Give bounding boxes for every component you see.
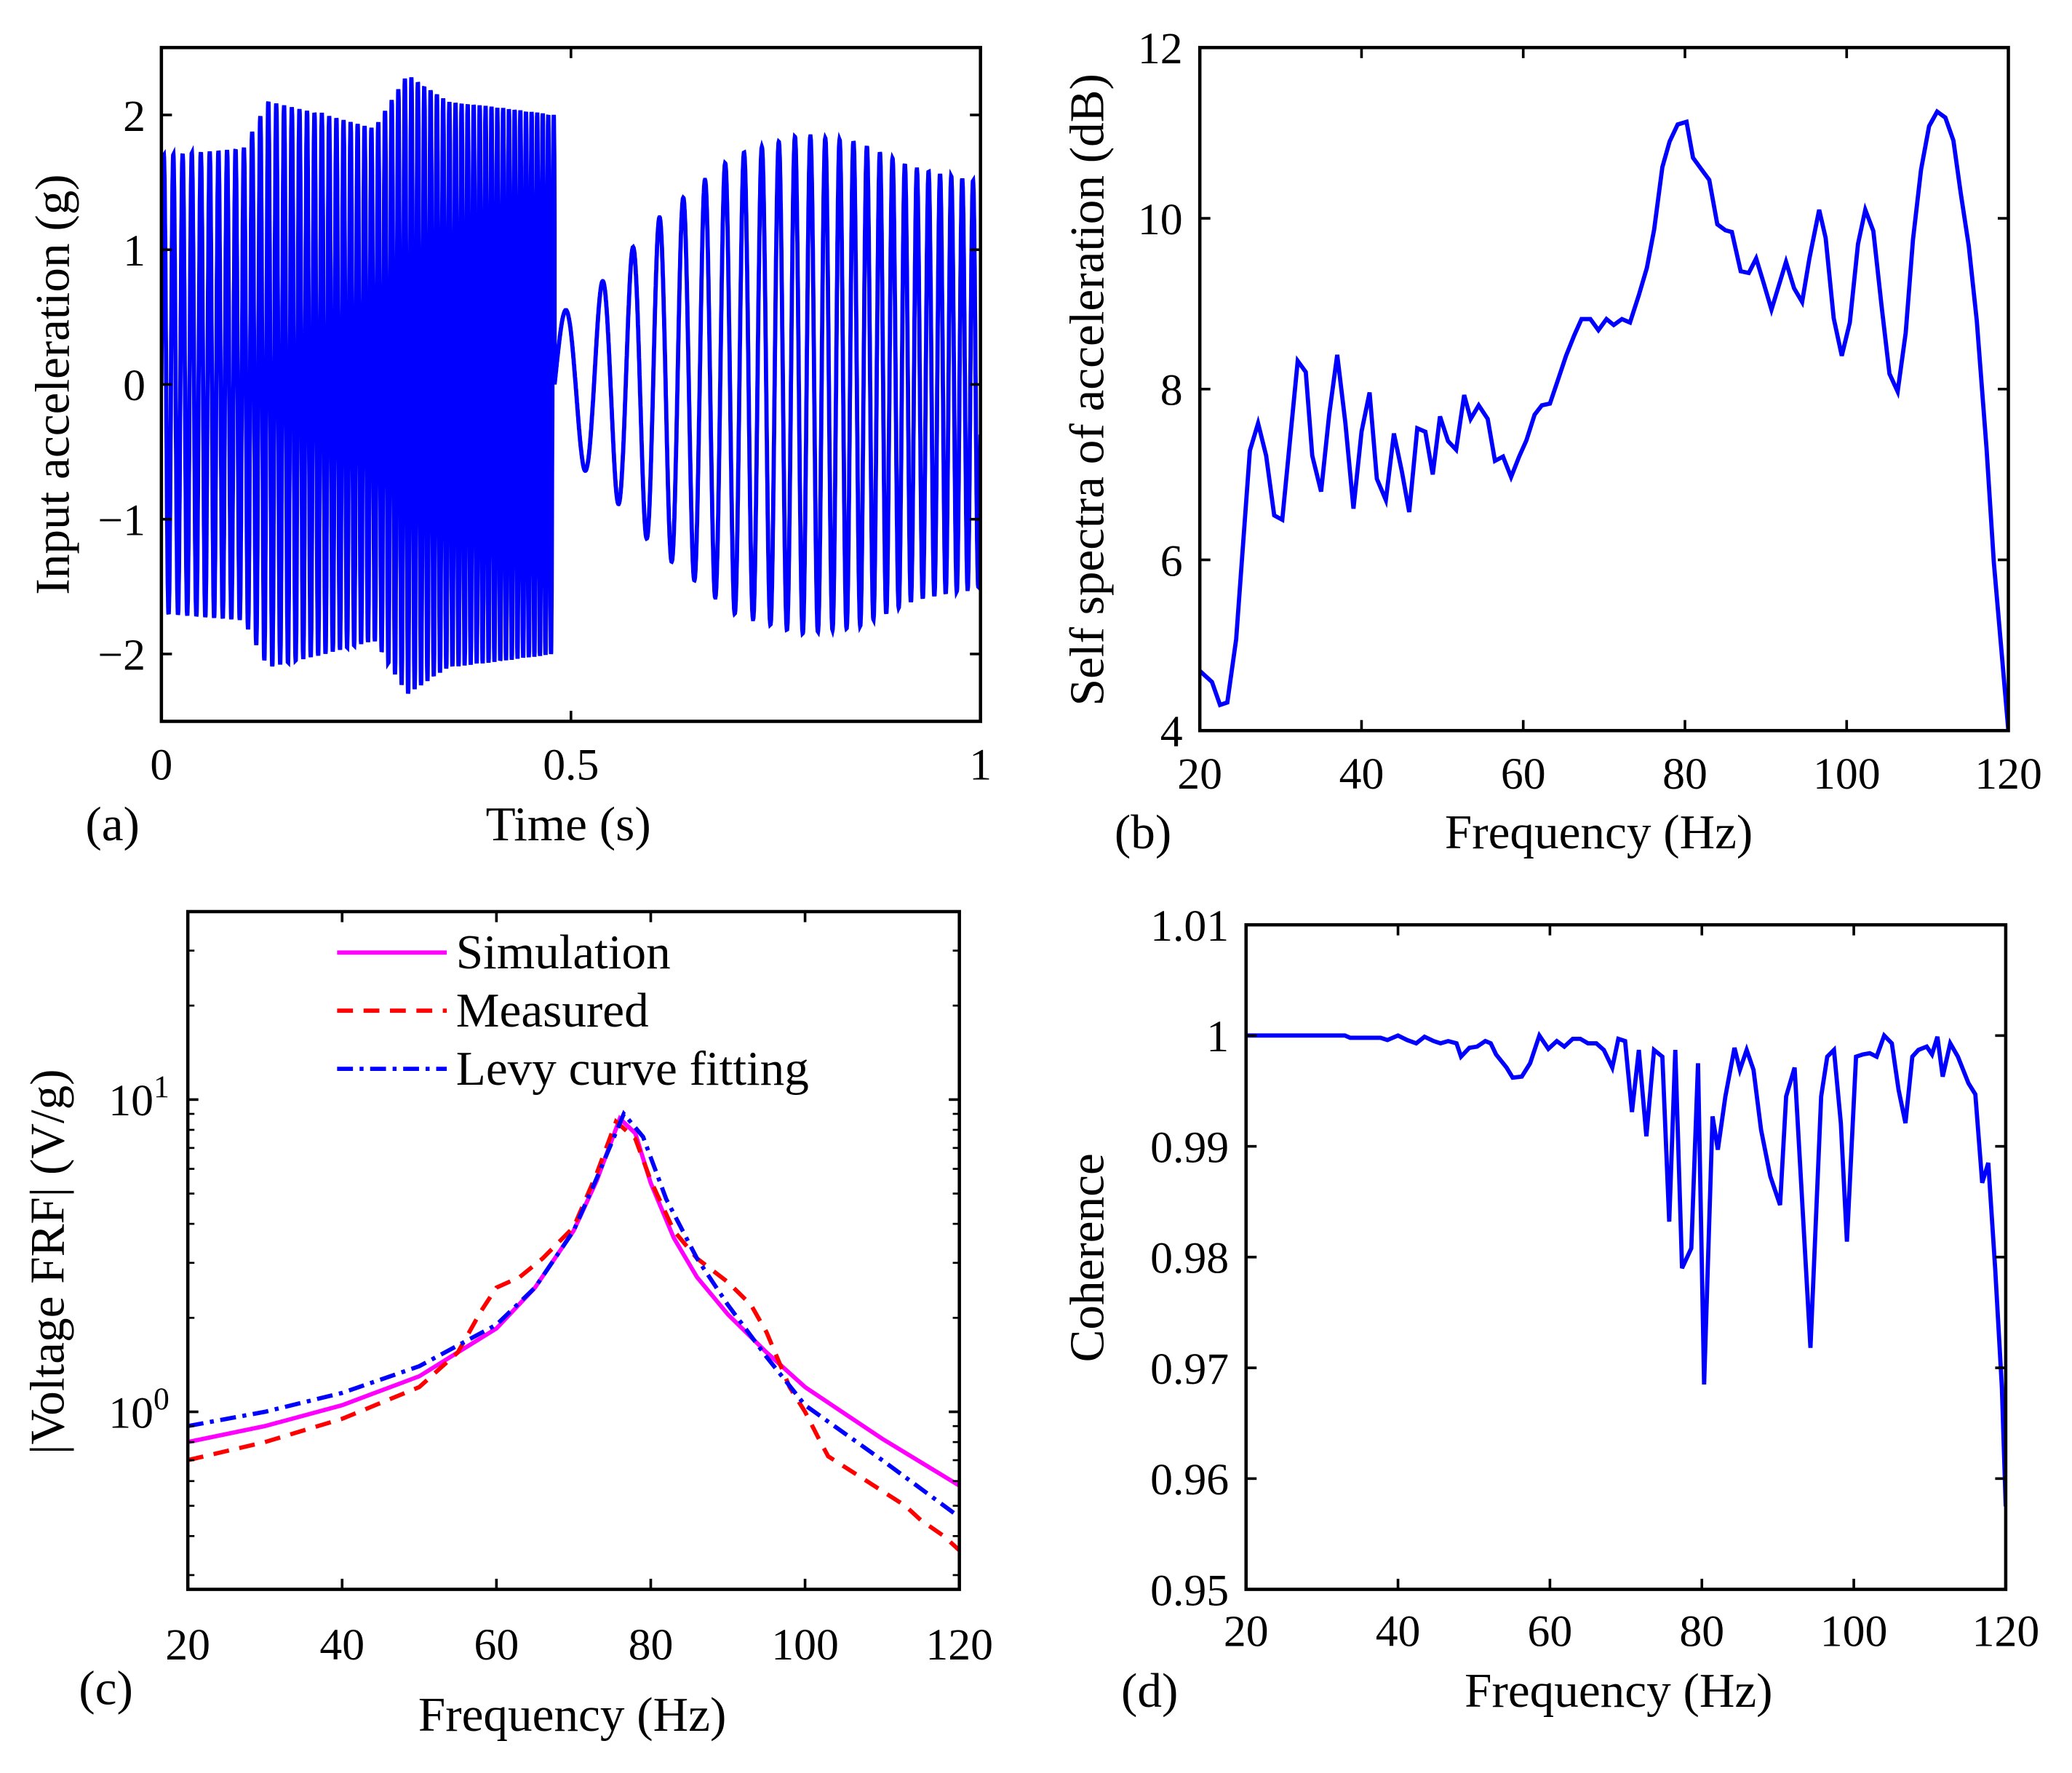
y-axis-label: Coherence: [1060, 1153, 1115, 1362]
series-line-input-acceleration: [161, 77, 981, 694]
x-axis-label: Frequency (Hz): [1445, 805, 1753, 859]
y-tick-label: 100: [108, 1382, 170, 1438]
y-tick-label: 0.96: [1150, 1455, 1229, 1505]
panel-label: (b): [1115, 805, 1171, 859]
y-tick-label: 0.98: [1150, 1234, 1229, 1283]
x-tick-label: 100: [1813, 749, 1881, 799]
y-tick-label: −1: [97, 495, 146, 545]
panel-label: (c): [79, 1661, 133, 1716]
y-tick-label: 1: [123, 226, 146, 276]
x-tick-label: 1: [969, 740, 992, 789]
x-tick-label: 100: [771, 1620, 839, 1670]
x-tick-label: 80: [629, 1620, 674, 1670]
x-tick-label: 20: [165, 1620, 210, 1670]
x-tick-label: 60: [1528, 1607, 1573, 1657]
series-line-levy-curve-fitting: [188, 1109, 960, 1519]
x-tick-label: 20: [1224, 1607, 1269, 1657]
x-tick-label: 0: [150, 740, 172, 789]
x-tick-label: 120: [1975, 749, 2042, 799]
y-tick-label: 1: [1206, 1012, 1229, 1061]
y-tick-label: 101: [108, 1069, 170, 1125]
y-tick-label: 12: [1138, 24, 1183, 73]
series-line-measured: [188, 1117, 960, 1553]
x-tick-label: 100: [1820, 1607, 1888, 1657]
y-tick-exponent: 0: [154, 1382, 170, 1417]
y-tick-label: 8: [1160, 366, 1183, 415]
axes-frame: [1244, 923, 2008, 1591]
series-line-coherence: [1246, 1030, 2006, 1507]
x-axis-label: Frequency (Hz): [1465, 1663, 1772, 1718]
axes-frame: [1198, 46, 2010, 733]
x-tick-label: 0.5: [543, 740, 599, 789]
y-tick-label: 0.97: [1150, 1344, 1229, 1394]
y-tick-label: 4: [1160, 707, 1183, 757]
x-tick-label: 60: [474, 1620, 519, 1670]
y-tick-base: 10: [108, 1076, 154, 1125]
panel-d: 20 40 60 80 100 120 0.95 0.96 0.97 0.98 0.99 1 1.01 F…: [1060, 901, 2040, 1718]
x-tick-label: 120: [925, 1620, 993, 1670]
panel-a: 0 0.5 1 −2 −1 0 1 2 Time (s) Input acceleration (…: [25, 46, 992, 851]
legend-entry: Measured: [456, 983, 649, 1037]
legend-entry: Levy curve fitting: [456, 1041, 809, 1096]
y-tick-label: 0: [123, 361, 146, 410]
y-axis-label: |Voltage FRF| (V/g): [20, 1069, 74, 1454]
y-axis-label: Input acceleration (g): [25, 174, 80, 594]
x-tick-label: 40: [1339, 749, 1384, 799]
legend-entry: Simulation: [456, 925, 671, 979]
x-tick-label: 80: [1679, 1607, 1724, 1657]
panel-b: 20 40 60 80 100 120 4 6 8 10 12 Frequency (Hz) Self …: [1060, 24, 2042, 859]
y-axis-label: Self spectra of acceleration (dB): [1060, 73, 1115, 706]
y-tick-exponent: 1: [154, 1069, 170, 1104]
x-axis-label: Frequency (Hz): [418, 1687, 726, 1742]
x-tick-label: 60: [1501, 749, 1546, 799]
panel-label: (a): [85, 797, 140, 851]
x-tick-label: 40: [319, 1620, 364, 1670]
x-tick-label: 120: [1972, 1607, 2040, 1657]
x-tick-label: 80: [1662, 749, 1708, 799]
panel-label: (d): [1121, 1663, 1178, 1718]
x-tick-label: 20: [1177, 749, 1222, 799]
x-axis-label: Time (s): [486, 797, 651, 851]
y-tick-label: 1.01: [1150, 901, 1229, 951]
y-tick-base: 10: [108, 1388, 154, 1438]
y-tick-label: 10: [1138, 195, 1183, 244]
y-tick-label: 0.99: [1150, 1123, 1229, 1172]
y-tick-label: −2: [97, 631, 146, 680]
y-tick-label: 6: [1160, 536, 1183, 586]
axes-frame: [186, 909, 961, 1591]
y-tick-label: 0.95: [1150, 1566, 1229, 1615]
series-line-simulation: [188, 1115, 960, 1488]
y-tick-label: 2: [123, 92, 146, 141]
series-line-self-spectra: [1200, 108, 2009, 731]
x-tick-label: 40: [1376, 1607, 1421, 1657]
